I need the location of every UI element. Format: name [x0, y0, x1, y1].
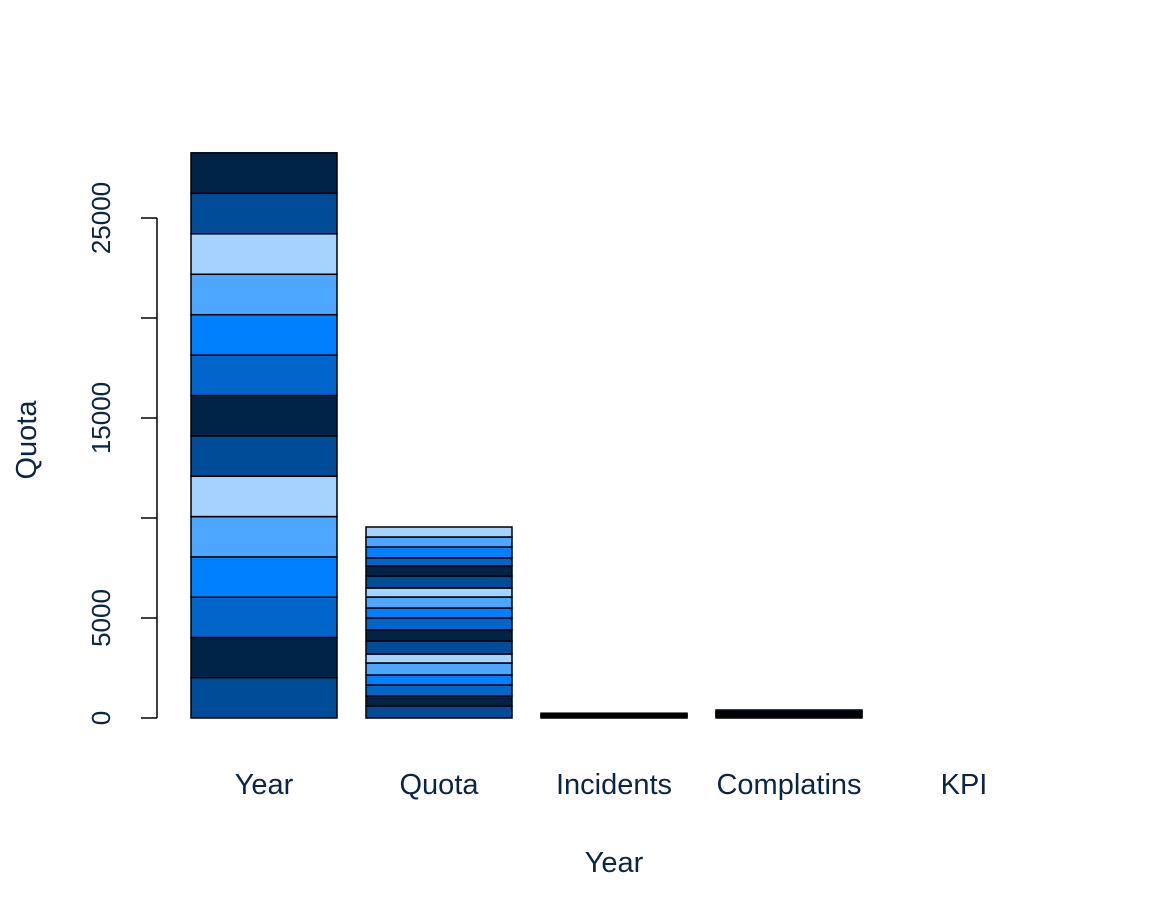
bar-segment — [715, 709, 863, 713]
bar-segment — [365, 674, 513, 686]
y-axis: 0 5000 15000 25000 — [86, 182, 158, 725]
bar-segment — [540, 712, 688, 716]
bar-segment — [190, 152, 338, 195]
bar-segment — [190, 192, 338, 235]
bar-segment — [365, 607, 513, 619]
bar-segment — [365, 587, 513, 598]
x-tick-label: Quota — [400, 769, 480, 801]
bar-segment — [190, 636, 338, 679]
bar-segment — [365, 575, 513, 589]
x-tick-label: Complatins — [716, 769, 861, 801]
x-tick-label: Incidents — [556, 769, 672, 801]
y-axis-title: Quota — [11, 400, 43, 480]
bar-segment — [365, 705, 513, 719]
bar-segment — [365, 565, 513, 577]
bar-segment — [190, 677, 338, 719]
bar-segment — [365, 629, 513, 642]
bar-segment — [190, 233, 338, 276]
bar-segment — [190, 475, 338, 518]
bar-segment — [190, 515, 338, 558]
y-tick-label: 5000 — [86, 589, 116, 647]
bar-segment — [365, 536, 513, 548]
bar-segment — [365, 695, 513, 707]
x-tick-label: KPI — [941, 769, 988, 801]
x-tick-label: Year — [235, 769, 294, 801]
bar-segment — [365, 557, 513, 567]
x-axis-title: Year — [585, 847, 644, 879]
bar-segment — [190, 394, 338, 437]
bar-segment — [190, 313, 338, 356]
bar-segment — [365, 653, 513, 664]
bar-segment — [190, 435, 338, 478]
bar-segment — [365, 662, 513, 676]
bar-segment — [365, 684, 513, 697]
bar-segment — [365, 640, 513, 655]
bar-segment — [365, 526, 513, 538]
x-tick-labels: Year Quota Incidents Complatins KPI — [235, 769, 988, 801]
bar-segment — [190, 354, 338, 397]
bar-segment — [190, 596, 338, 639]
bar-segment — [190, 273, 338, 316]
y-tick-label: 15000 — [86, 382, 116, 454]
bar-segment — [365, 546, 513, 559]
bar-segment — [190, 556, 338, 598]
y-tick-label: 25000 — [86, 182, 116, 254]
bar-segment — [365, 617, 513, 631]
bars-group — [190, 152, 863, 719]
y-tick-label: 0 — [86, 711, 116, 725]
bar-segment — [365, 596, 513, 609]
